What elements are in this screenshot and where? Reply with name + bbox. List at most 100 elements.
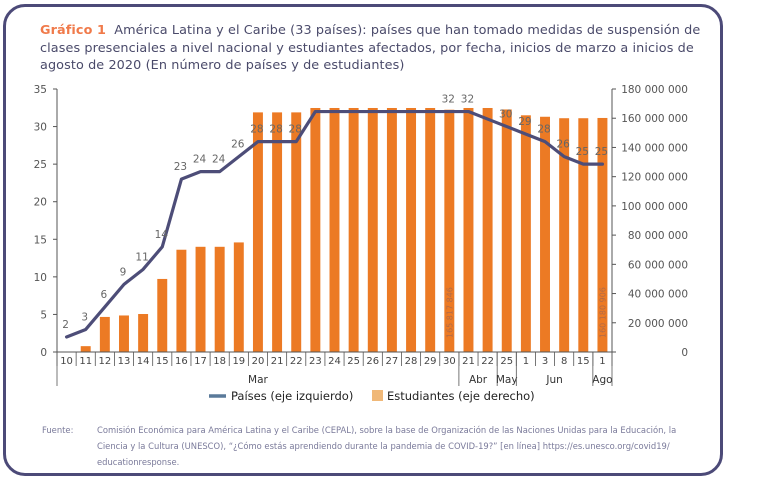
line-data-label: 28	[289, 124, 302, 136]
bar	[138, 314, 149, 352]
category-label: 14	[137, 356, 150, 367]
category-label: 11	[79, 356, 92, 367]
right-tick-label: 140 000 000	[621, 142, 688, 154]
line-data-label: 3	[81, 311, 88, 323]
source-label: Fuente:	[42, 425, 74, 435]
right-tick-label: 0	[681, 347, 688, 359]
bar	[310, 107, 321, 353]
left-tick-label: 35	[34, 84, 47, 96]
left-tick-label: 30	[34, 122, 47, 134]
bar	[559, 118, 570, 352]
category-label: 23	[309, 356, 322, 367]
line-data-label: 11	[135, 251, 148, 263]
category-label: 25	[500, 356, 513, 367]
right-tick-label: 120 000 000	[621, 172, 688, 184]
line-data-label: 28	[250, 124, 263, 136]
line-data-label: 2	[62, 319, 69, 331]
category-label: 1	[599, 356, 605, 367]
category-label: 21	[271, 356, 284, 367]
bar	[367, 107, 378, 353]
legend-label: Países (eje izquierdo)	[231, 389, 353, 403]
right-tick-label: 40 000 000	[628, 289, 688, 301]
countries-line	[64, 109, 605, 339]
category-label: 20	[252, 356, 265, 367]
bar	[444, 109, 455, 352]
bar	[195, 246, 206, 352]
category-label: 15	[156, 356, 169, 367]
month-label: Abr	[469, 374, 488, 386]
bar	[119, 315, 129, 352]
category-label: 28	[405, 356, 418, 367]
category-label: 15	[577, 356, 590, 367]
source-text: Comisión Económica para América Latina y…	[97, 425, 677, 467]
bar	[176, 249, 187, 352]
category-label: 13	[118, 356, 131, 367]
line-data-label: 25	[576, 146, 589, 158]
bar	[482, 107, 493, 353]
right-tick-label: 80 000 000	[628, 230, 688, 242]
bar	[214, 246, 225, 352]
bar-annotation: 165 817 846	[445, 287, 454, 338]
left-tick-label: 10	[34, 272, 47, 284]
category-label: 25	[347, 356, 360, 367]
category-label: 8	[561, 356, 567, 367]
line-data-label: 28	[269, 124, 282, 136]
line-data-label: 24	[212, 154, 226, 166]
line-data-label: 25	[595, 146, 608, 158]
line-data-label: 23	[174, 161, 187, 173]
bar	[501, 109, 512, 353]
category-label: 27	[386, 356, 399, 367]
category-label: 22	[481, 356, 494, 367]
line-data-label: 26	[231, 139, 245, 151]
category-label: 3	[542, 356, 548, 367]
right-tick-label: 100 000 000	[621, 201, 688, 213]
line-data-label: 26	[556, 139, 570, 151]
right-tick-label: 60 000 000	[628, 259, 688, 271]
line-data-label: 9	[120, 266, 127, 278]
bar	[463, 107, 474, 353]
bar	[597, 117, 608, 353]
right-tick-label: 180 000 000	[621, 84, 688, 96]
right-tick-label: 160 000 000	[621, 113, 688, 125]
category-label: 16	[175, 356, 188, 367]
left-tick-label: 25	[34, 159, 47, 171]
bar	[291, 112, 302, 352]
category-label: 18	[213, 356, 226, 367]
category-label: 12	[98, 356, 111, 367]
bar	[425, 107, 436, 353]
line-data-label: 29	[518, 116, 531, 128]
bar	[520, 115, 531, 352]
category-label: 17	[194, 356, 207, 367]
line-data-label: 28	[537, 124, 550, 136]
category-label: 19	[232, 356, 245, 367]
month-label: Jun	[545, 374, 562, 386]
left-tick-label: 5	[40, 309, 47, 321]
legend-label: Estudiantes (eje derecho)	[387, 389, 535, 403]
figure-title: Gráfico 1 América Latina y el Caribe (33…	[40, 22, 710, 75]
figure-label: Gráfico 1	[40, 23, 107, 38]
bar	[80, 346, 91, 352]
category-label: 29	[424, 356, 437, 367]
category-label: 24	[328, 356, 341, 367]
line-data-label: 14	[155, 229, 169, 241]
bar	[386, 107, 397, 353]
line-data-label: 24	[193, 154, 207, 166]
month-label: Ago	[592, 374, 612, 386]
right-tick-label: 20 000 000	[628, 318, 688, 330]
left-tick-label: 20	[34, 197, 47, 209]
category-label: 1	[523, 356, 529, 367]
figure-title-text: América Latina y el Caribe (33 países): …	[40, 23, 701, 73]
bar	[272, 112, 283, 352]
category-label: 10	[60, 356, 73, 367]
category-label: 26	[366, 356, 379, 367]
bar	[99, 316, 110, 352]
left-tick-label: 0	[40, 347, 47, 359]
bar	[406, 107, 417, 353]
bar	[233, 242, 244, 352]
bar	[329, 107, 340, 353]
bar	[252, 112, 263, 352]
bar	[540, 116, 550, 352]
month-label: Mar	[248, 374, 268, 386]
line-data-label: 6	[101, 289, 108, 301]
